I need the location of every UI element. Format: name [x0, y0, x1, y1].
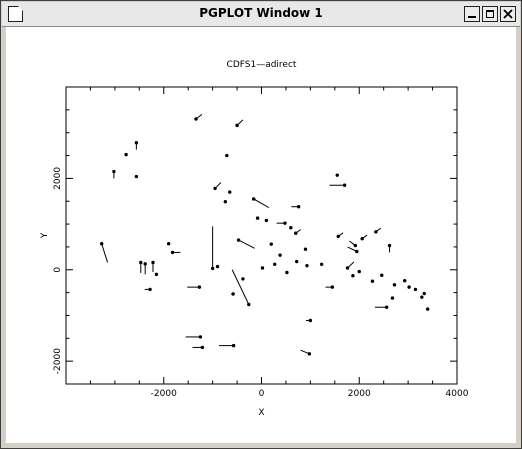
data-point [385, 306, 388, 309]
data-point [426, 307, 429, 310]
point-vector [239, 240, 255, 248]
scatter-plot: CDFS1—adirect -2000 0 2000 4000 -2000 0 2000 X… [6, 27, 516, 443]
plot-canvas: CDFS1—adirect -2000 0 2000 4000 -2000 0 2000 X… [6, 27, 516, 443]
data-point [211, 267, 214, 270]
y-tick-label: 0 [53, 267, 63, 273]
window-title: PGPLOT Window 1 [2, 6, 520, 20]
data-point [228, 190, 231, 193]
tick-labels: -2000 0 2000 4000 -2000 0 2000 [53, 167, 469, 399]
data-point [151, 261, 154, 264]
data-point [351, 274, 354, 277]
data-point [289, 226, 292, 229]
data-point [309, 319, 312, 322]
data-point [295, 260, 298, 263]
point-vector [102, 244, 108, 263]
point-vector [254, 199, 269, 208]
data-point [143, 262, 146, 265]
data-point [198, 285, 201, 288]
data-point [273, 263, 276, 266]
data-point [224, 200, 227, 203]
data-point [155, 273, 158, 276]
data-point [112, 170, 115, 173]
data-point [278, 253, 281, 256]
x-axis-label: X [258, 408, 264, 418]
data-point [403, 279, 406, 282]
data-point [388, 244, 391, 247]
maximize-button[interactable] [482, 6, 498, 22]
data-point [247, 303, 250, 306]
data-point [201, 346, 204, 349]
data-point [199, 335, 202, 338]
data-point [135, 141, 138, 144]
data-point [283, 221, 286, 224]
data-point [305, 264, 308, 267]
data-point [423, 292, 426, 295]
data-point [360, 237, 363, 240]
data-point [235, 124, 238, 127]
data-point [407, 285, 410, 288]
data-point [391, 296, 394, 299]
y-tick-label: 2000 [53, 167, 63, 190]
data-point [294, 232, 297, 235]
data-point [297, 205, 300, 208]
data-point [256, 216, 259, 219]
data-point [167, 242, 170, 245]
data-point [355, 250, 358, 253]
y-axis-label: Y [40, 232, 50, 239]
data-point [320, 263, 323, 266]
data-point [135, 175, 138, 178]
close-icon [503, 9, 513, 19]
minimize-button[interactable] [464, 6, 480, 22]
point-vector [232, 270, 249, 305]
data-point [374, 230, 377, 233]
title-bar[interactable]: PGPLOT Window 1 [2, 2, 520, 27]
data-point [358, 270, 361, 273]
data-point [331, 285, 334, 288]
data-point [336, 173, 339, 176]
data-point [270, 242, 273, 245]
data-point [285, 271, 288, 274]
data-point [124, 153, 127, 156]
data-point [232, 344, 235, 347]
x-tick-label: 0 [259, 389, 265, 399]
data-point [237, 238, 240, 241]
data-point [420, 295, 423, 298]
data-point [265, 219, 268, 222]
data-point [139, 261, 142, 264]
data-point [100, 242, 103, 245]
data-point [241, 277, 244, 280]
data-point [354, 244, 357, 247]
data-point [213, 187, 216, 190]
x-tick-label: 2000 [348, 389, 371, 399]
chart-title: CDFS1—adirect [227, 60, 297, 70]
data-point [380, 274, 383, 277]
data-point [346, 266, 349, 269]
data-point [414, 288, 417, 291]
data-point [304, 248, 307, 251]
plot-frame [66, 87, 457, 384]
data-point [308, 352, 311, 355]
data-point [225, 154, 228, 157]
data-point [393, 283, 396, 286]
data-point [371, 279, 374, 282]
data-point [337, 235, 340, 238]
axis-ticks [66, 87, 457, 384]
data-points [100, 114, 429, 355]
data-point [343, 184, 346, 187]
data-point [148, 288, 151, 291]
data-point [231, 292, 234, 295]
x-tick-label: -2000 [151, 389, 177, 399]
data-point [261, 266, 264, 269]
x-tick-label: 4000 [446, 389, 469, 399]
data-point [252, 197, 255, 200]
data-point [194, 117, 197, 120]
y-tick-label: -2000 [53, 348, 63, 374]
data-point [171, 251, 174, 254]
data-point [216, 265, 219, 268]
close-button[interactable] [500, 6, 516, 22]
